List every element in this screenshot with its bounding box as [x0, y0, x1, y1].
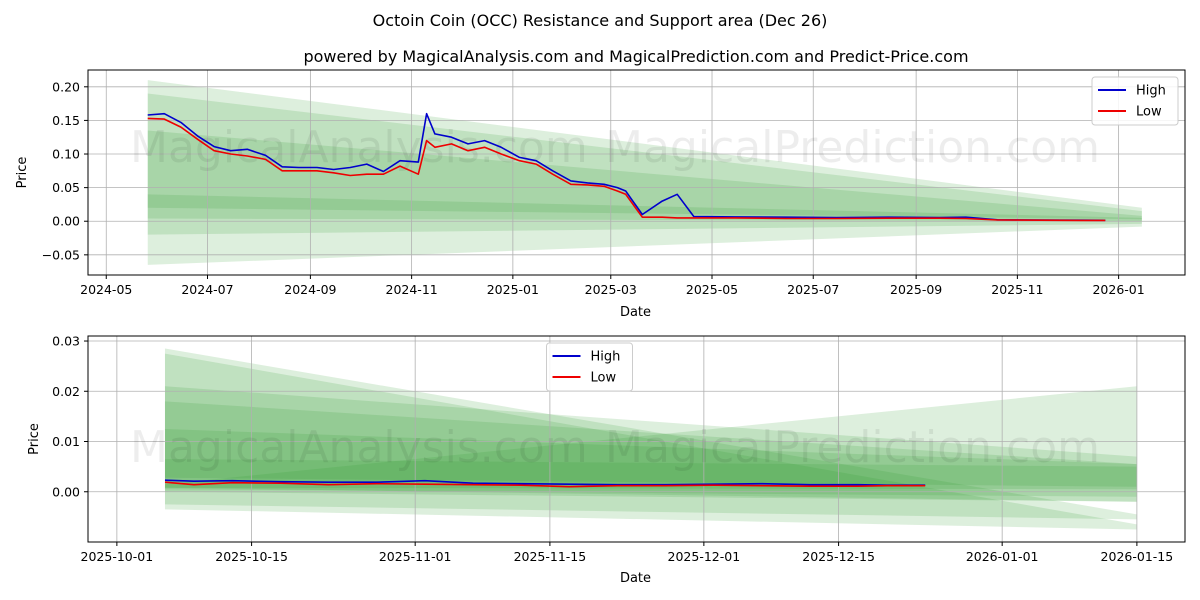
y-tick-label: 0.03 — [52, 334, 80, 349]
plot-area: MagicalAnalysis.com MagicalPrediction.com… — [88, 70, 1185, 323]
y-tick-label: 0.05 — [52, 180, 80, 195]
watermark-text: MagicalAnalysis.com — [130, 272, 588, 323]
low-series-line — [147, 117, 1106, 222]
x-axis-label: Date — [620, 305, 651, 320]
watermark-text: MagicalAnalysis.com — [130, 422, 588, 473]
x-tick-label: 2024-05 — [80, 282, 132, 297]
x-tick-label: 2025-11 — [991, 282, 1043, 297]
resistance-support-band — [164, 459, 1137, 487]
resistance-support-band — [147, 93, 1142, 235]
x-tick-label: 2025-09 — [890, 282, 942, 297]
legend-label-high: High — [1136, 84, 1166, 99]
top-plot: MagicalAnalysis.com MagicalPrediction.com… — [15, 69, 1186, 323]
x-tick-label: 2026-01-15 — [1101, 549, 1174, 564]
y-tick-label: 0.15 — [52, 113, 80, 128]
high-series-line — [164, 479, 926, 486]
x-tick-label: 2025-10-01 — [81, 549, 154, 564]
watermark-text: MagicalAnalysis.com — [130, 122, 588, 173]
plot-area: MagicalAnalysis.com MagicalPrediction.com — [88, 336, 1185, 542]
y-tick-label: 0.00 — [52, 214, 80, 229]
y-tick-label: 0.20 — [52, 79, 80, 94]
x-tick-label: 2026-01-01 — [966, 549, 1039, 564]
y-axis-label: Price — [15, 157, 30, 189]
legend-label-low: Low — [1136, 105, 1162, 120]
y-tick-label: −0.05 — [42, 247, 80, 262]
watermark-text: MagicalPrediction.com — [605, 422, 1100, 473]
x-tick-label: 2025-11-01 — [379, 549, 452, 564]
plot-frame — [87, 69, 1186, 276]
y-tick-label: 0.10 — [52, 147, 80, 162]
high-series-line — [147, 112, 1106, 222]
x-tick-label: 2025-11-15 — [514, 549, 587, 564]
chart-title: Octoin Coin (OCC) Resistance and Support… — [373, 11, 828, 30]
x-tick-label: 2024-09 — [284, 282, 336, 297]
legend-label-high: High — [591, 350, 621, 365]
x-tick-label: 2025-01 — [487, 282, 539, 297]
x-axis-label: Date — [620, 571, 651, 586]
legend-label-low: Low — [591, 371, 617, 386]
y-tick-label: 0.02 — [52, 384, 80, 399]
resistance-support-band — [164, 386, 1137, 502]
low-series-line — [164, 481, 926, 488]
watermark-text: MagicalPrediction.com — [605, 272, 1100, 323]
watermark-text: MagicalPrediction.com — [605, 122, 1100, 173]
resistance-support-band — [147, 194, 1142, 220]
x-tick-label: 2026-01 — [1092, 282, 1144, 297]
resistance-support-band — [164, 386, 1137, 502]
x-tick-label: 2024-07 — [181, 282, 233, 297]
y-tick-label: 0.00 — [52, 484, 80, 499]
x-tick-label: 2025-12-15 — [802, 549, 875, 564]
x-tick-label: 2025-12-01 — [668, 549, 741, 564]
x-tick-label: 2025-03 — [585, 282, 637, 297]
resistance-support-band — [164, 428, 1137, 490]
resistance-support-band — [164, 401, 1137, 497]
legend: High Low — [1091, 76, 1179, 126]
bottom-plot: MagicalAnalysis.com MagicalPrediction.com… — [27, 334, 1186, 586]
x-tick-label: 2025-05 — [686, 282, 738, 297]
y-tick-label: 0.01 — [52, 434, 80, 449]
x-tick-label: 2024-11 — [386, 282, 438, 297]
chart-subtitle: powered by MagicalAnalysis.com and Magic… — [303, 47, 968, 66]
y-axis-label: Price — [27, 423, 42, 455]
x-tick-label: 2025-07 — [787, 282, 839, 297]
legend: High Low — [546, 342, 633, 392]
resistance-support-band — [147, 130, 1142, 222]
x-tick-label: 2025-10-15 — [215, 549, 288, 564]
plot-frame — [87, 335, 1186, 543]
